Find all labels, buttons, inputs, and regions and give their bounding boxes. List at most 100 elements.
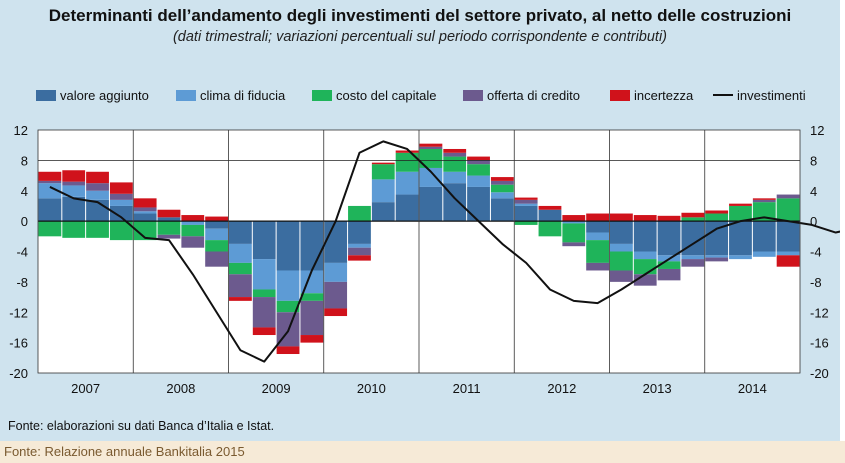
bar-4-26	[657, 215, 681, 222]
bar-0-18	[467, 186, 490, 222]
bar-2-15	[395, 152, 419, 172]
bar-0-14	[371, 202, 395, 222]
source-caption: Fonte: Relazione annuale Bankitalia 2015	[4, 444, 245, 459]
bar-4-7	[205, 216, 228, 222]
bar-4-5	[157, 209, 181, 218]
bar-1-2	[86, 190, 109, 200]
bar-2-6	[181, 224, 205, 237]
y-tick-left-4: -4	[16, 245, 28, 260]
bar-1-17	[443, 171, 467, 184]
bar-1-18	[467, 175, 490, 187]
bar-1-10	[276, 270, 300, 301]
chart-title: Determinanti dell’andamento degli invest…	[48, 6, 792, 25]
y-tick-left-3: 0	[21, 214, 28, 229]
bar-0-12	[324, 221, 348, 263]
bar-3-8	[229, 274, 252, 298]
bar-1-0	[38, 183, 62, 199]
bar-1-8	[229, 243, 252, 263]
x-tick-2011: 2011	[453, 381, 481, 396]
y-tick-right-7: -16	[810, 336, 829, 351]
bar-4-6	[181, 215, 205, 222]
bar-4-23	[586, 213, 609, 222]
bar-0-1	[62, 196, 86, 222]
bar-1-14	[371, 179, 395, 203]
bar-1-16	[419, 167, 443, 187]
bar-1-4	[133, 211, 157, 214]
bar-4-9	[252, 327, 276, 336]
bar-0-5	[157, 217, 181, 222]
bar-2-26	[657, 261, 681, 269]
bar-4-0	[38, 171, 62, 181]
bar-0-11	[300, 221, 324, 271]
bar-2-11	[300, 293, 324, 301]
bar-4-11	[300, 335, 324, 343]
bar-2-31	[776, 198, 800, 222]
bar-3-26	[657, 268, 681, 281]
bar-1-20	[514, 203, 538, 206]
bar-0-10	[276, 221, 300, 271]
bar-3-24	[610, 270, 633, 282]
bar-4-22	[562, 215, 586, 222]
y-tick-right-8: -20	[810, 366, 829, 381]
y-tick-left-7: -16	[9, 336, 28, 351]
bar-2-21	[538, 221, 562, 237]
bar-2-9	[252, 289, 276, 298]
bar-0-3	[109, 205, 133, 222]
bar-3-30	[752, 199, 776, 203]
bar-3-27	[681, 259, 705, 267]
bar-0-31	[776, 221, 800, 252]
bar-0-7	[205, 221, 228, 229]
y-tick-left-6: -12	[9, 305, 28, 320]
bar-4-24	[610, 213, 633, 222]
bar-2-5	[157, 221, 181, 235]
bar-2-2	[86, 221, 109, 238]
plot-border	[37, 129, 801, 374]
bar-3-5	[157, 234, 181, 239]
bar-2-18	[467, 164, 490, 176]
bar-0-13	[348, 221, 371, 244]
bar-2-20	[514, 221, 538, 225]
bar-4-3	[109, 182, 133, 194]
bar-3-7	[205, 251, 228, 267]
bar-0-19	[490, 198, 514, 222]
bar-3-23	[586, 262, 609, 271]
bar-4-28	[705, 210, 729, 214]
bar-2-19	[490, 184, 514, 193]
chart-panel: Determinanti dell’andamento degli invest…	[0, 0, 840, 441]
bar-0-24	[610, 221, 633, 244]
bar-3-16	[419, 146, 443, 149]
y-tick-right-0: 12	[810, 123, 824, 138]
bar-1-9	[252, 259, 276, 290]
bar-0-23	[586, 221, 609, 233]
legend-swatch-1	[176, 90, 196, 101]
bar-0-30	[752, 221, 776, 252]
bar-0-28	[705, 221, 729, 256]
bar-4-30	[752, 198, 776, 200]
legend-label-4: incertezza	[634, 88, 694, 103]
bar-1-12	[324, 262, 348, 282]
bar-2-3	[109, 221, 133, 241]
legend-label-0: valore aggiunto	[60, 88, 149, 103]
chart-note: Fonte: elaborazioni su dati Banca d’Ital…	[8, 419, 275, 433]
bar-4-1	[62, 170, 86, 182]
bar-4-19	[490, 177, 514, 181]
chart-subtitle: (dati trimestrali; variazioni percentual…	[172, 29, 668, 45]
legend-label-1: clima di fiducia	[200, 88, 286, 103]
bar-2-10	[276, 300, 300, 313]
bar-0-4	[133, 213, 157, 222]
x-tick-2014: 2014	[738, 381, 767, 396]
bar-1-3	[109, 199, 133, 206]
bar-1-6	[181, 221, 205, 225]
bar-2-27	[681, 217, 705, 222]
bar-2-29	[729, 205, 752, 222]
bar-2-4	[133, 221, 157, 241]
bar-3-6	[181, 236, 205, 248]
investimenti-line	[49, 140, 840, 363]
bar-4-10	[276, 346, 300, 355]
bar-4-16	[419, 143, 443, 147]
bar-4-25	[633, 215, 657, 222]
bar-4-12	[324, 308, 348, 317]
y-tick-left-8: -20	[9, 366, 28, 381]
bar-4-29	[729, 203, 752, 206]
x-tick-2007: 2007	[71, 381, 100, 396]
